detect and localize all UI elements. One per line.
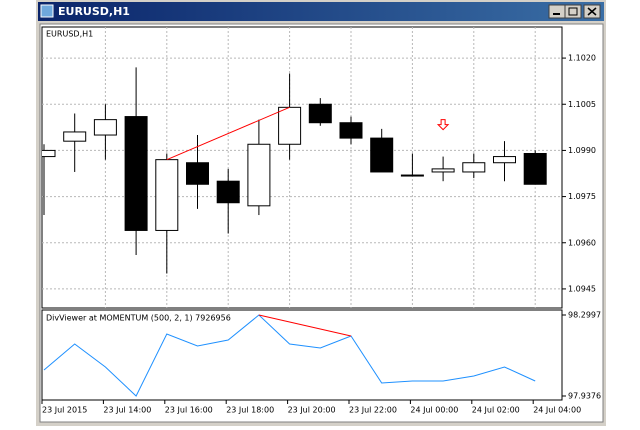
x-tick-label: 23 Jul 18:00 — [226, 406, 274, 415]
indicator-panel — [41, 309, 563, 401]
candle-body — [493, 156, 516, 164]
indicator-plot — [43, 314, 536, 397]
signal-arrow — [436, 119, 450, 131]
candle-body — [278, 106, 302, 145]
maximize-icon — [568, 7, 578, 16]
candle-body — [63, 131, 87, 142]
x-tick-label: 23 Jul 14:00 — [103, 406, 151, 415]
y-tick-label: 1.0945 — [568, 284, 596, 293]
maximize-button[interactable] — [564, 4, 582, 19]
candle-body — [339, 122, 363, 139]
candle-body — [462, 162, 486, 173]
x-tick-label: 24 Jul 02:00 — [472, 406, 520, 415]
candle-body — [431, 168, 455, 173]
main-plot — [42, 27, 562, 308]
trendline — [166, 106, 290, 161]
x-tick-label: 23 Jul 2015 — [42, 406, 87, 415]
window-buttons[interactable] — [548, 4, 601, 19]
indicator-line — [43, 314, 536, 397]
candle-body — [155, 159, 179, 231]
candle-body — [216, 180, 240, 204]
main-panel — [41, 26, 563, 309]
candle-body — [124, 116, 148, 231]
y-tick-label: 97.9376 — [568, 392, 601, 401]
y-tick-label: 1.1005 — [568, 100, 596, 109]
indicator-title: DivViewer at MOMENTUM (500, 2, 1) 792695… — [46, 314, 231, 323]
candle-body — [42, 149, 56, 158]
candle-body — [400, 174, 424, 177]
candle-body — [247, 143, 271, 207]
x-tick-label: 23 Jul 22:00 — [349, 406, 397, 415]
title-bar — [38, 2, 604, 21]
y-tick-label: 1.1020 — [568, 54, 596, 63]
x-tick-label: 24 Jul 00:00 — [410, 406, 458, 415]
x-tick-label: 23 Jul 16:00 — [165, 406, 213, 415]
trendline — [258, 314, 352, 337]
close-icon — [587, 7, 597, 16]
window-title: EURUSD,H1 — [58, 5, 130, 18]
candle-body — [370, 137, 394, 173]
y-tick-label: 1.0990 — [568, 146, 596, 155]
y-tick-label: 1.0975 — [568, 192, 596, 201]
candle-body — [523, 152, 547, 185]
candle-body — [308, 103, 332, 124]
chart-title: EURUSD,H1 — [46, 30, 93, 39]
y-tick-label: 98.2997 — [568, 311, 601, 320]
y-tick-label: 1.0960 — [568, 238, 596, 247]
window-icon — [40, 4, 54, 18]
x-tick-label: 24 Jul 04:00 — [533, 406, 581, 415]
chart-area — [39, 23, 604, 423]
x-tick-label: 23 Jul 20:00 — [288, 406, 336, 415]
candle-body — [186, 162, 209, 185]
minimize-button[interactable] — [548, 4, 566, 19]
candle-body — [93, 119, 117, 136]
